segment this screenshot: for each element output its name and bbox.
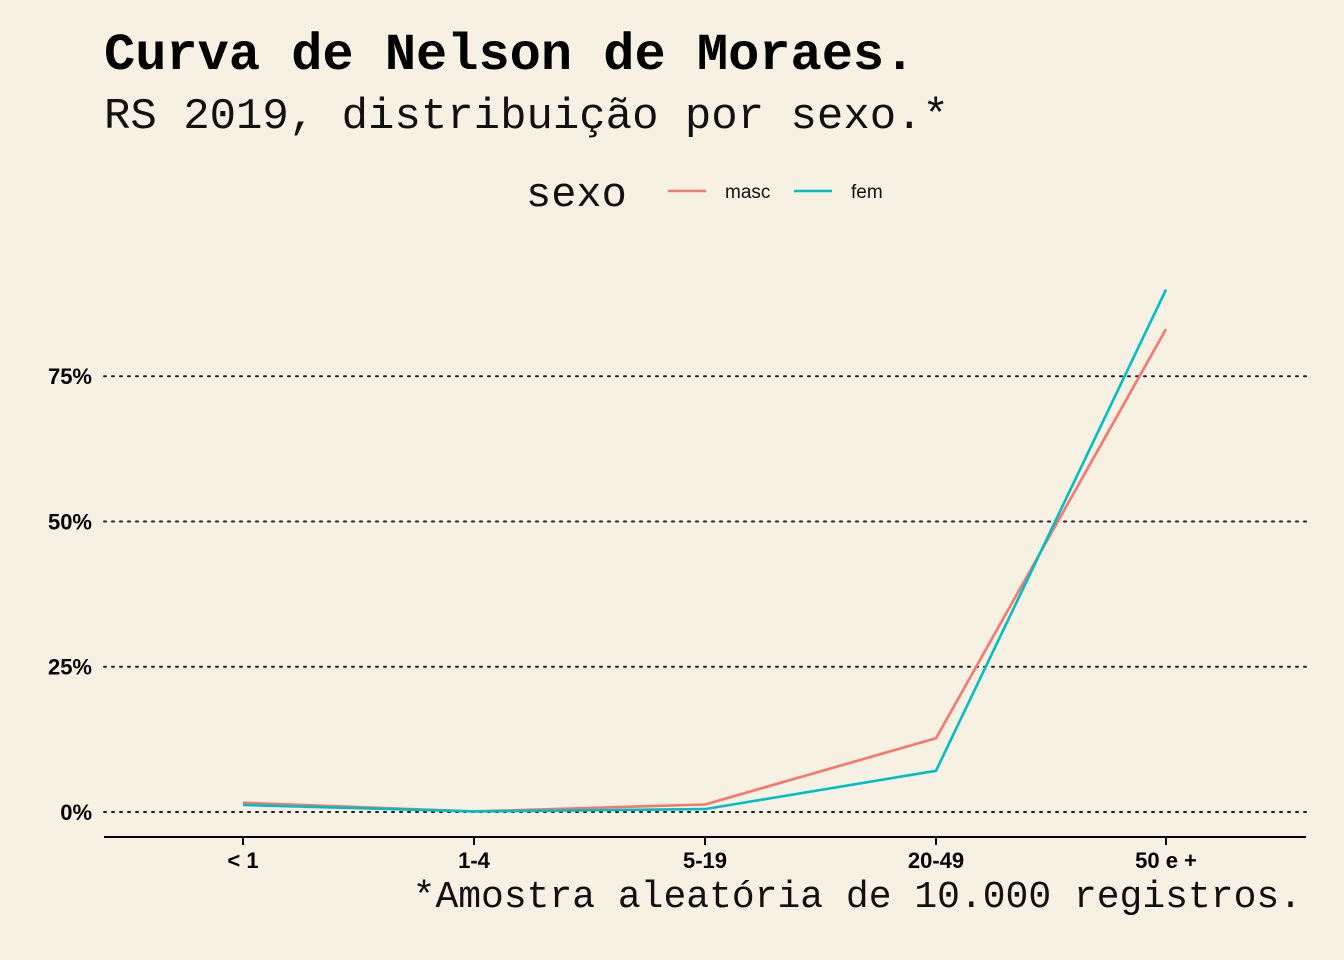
y-tick-label: 75% [48, 364, 92, 389]
y-tick-label: 50% [48, 509, 92, 534]
x-axis-ticks: < 1 1-4 5-19 20-49 50 e + [227, 837, 1197, 873]
x-tick-label: 50 e + [1135, 848, 1197, 873]
legend-title: sexo [526, 171, 627, 219]
series-line-fem [242, 289, 1168, 813]
x-tick-label: 20-49 [908, 848, 964, 873]
chart-title: Curva de Nelson de Moraes. [104, 26, 916, 85]
legend: sexo masc fem [526, 171, 883, 219]
legend-label-masc: masc [725, 182, 770, 203]
series-line-masc [242, 328, 1168, 813]
x-tick-label: 1-4 [458, 848, 491, 873]
chart-caption: *Amostra aleatória de 10.000 registros. [412, 876, 1302, 919]
y-tick-label: 0% [60, 800, 92, 825]
x-tick-label: < 1 [227, 848, 258, 873]
legend-label-fem: fem [851, 182, 883, 203]
y-gridlines [103, 375, 1307, 814]
y-tick-label: 25% [48, 655, 92, 680]
series-lines [242, 289, 1168, 813]
x-tick-label: 5-19 [683, 848, 727, 873]
chart-subtitle: RS 2019, distribuição por sexo.* [104, 92, 949, 142]
y-axis-ticks: 0% 25% 50% 75% [48, 364, 92, 825]
